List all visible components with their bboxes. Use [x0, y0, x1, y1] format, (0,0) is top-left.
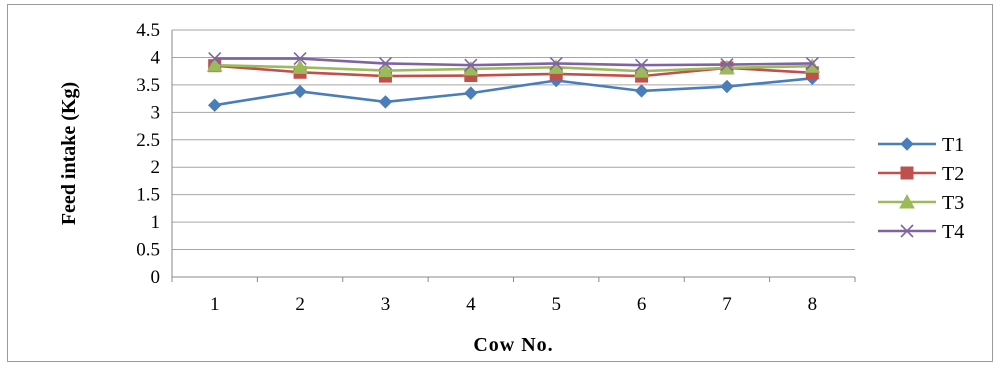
series-line — [214, 57, 813, 67]
data-point — [293, 51, 307, 66]
data-point — [377, 62, 394, 78]
x-axis-title: Cow No. — [473, 334, 553, 356]
x-tick-label: 2 — [295, 294, 305, 315]
marker-stroke — [208, 51, 222, 66]
y-tick-label: 0.5 — [136, 240, 160, 261]
legend-label: T4 — [942, 221, 964, 243]
legend-marker — [900, 137, 914, 151]
gridlines — [172, 29, 855, 251]
y-tick-label: 3.5 — [136, 75, 160, 96]
x-axis-ticks: 1 2 3 4 5 6 7 8 — [171, 277, 856, 315]
marker-stroke — [805, 56, 819, 71]
x-tick-label: 7 — [722, 294, 732, 315]
data-point — [805, 56, 819, 71]
data-point — [804, 58, 821, 73]
data-point — [206, 57, 223, 72]
series-group — [206, 51, 821, 112]
data-point — [207, 98, 222, 112]
x-tick-label: 5 — [551, 294, 561, 315]
data-point — [720, 58, 734, 72]
legend-item-t2: T2 — [878, 163, 964, 185]
legend-label: T3 — [942, 192, 964, 214]
legend-item-t4: T4 — [878, 221, 964, 243]
data-point — [208, 51, 222, 66]
y-tick-label: 4 — [151, 47, 161, 68]
x-tick-label: 3 — [381, 294, 391, 315]
data-point — [634, 58, 649, 72]
data-point — [633, 63, 650, 78]
data-point — [293, 84, 307, 99]
x-tick-label: 1 — [210, 294, 220, 315]
data-point — [720, 79, 734, 94]
data-point — [464, 86, 478, 100]
data-point — [292, 59, 308, 74]
y-axis-ticks: 0 0.5 1 1.5 2 2.5 3 3.5 4 4.5 — [136, 20, 160, 288]
y-tick-label: 4.5 — [136, 20, 160, 41]
x-tick-label: 6 — [637, 294, 647, 315]
y-axis-title: Feed intake (Kg) — [58, 82, 80, 225]
y-tick-label: 1.5 — [136, 185, 160, 206]
data-point — [464, 58, 478, 72]
y-tick-label: 3 — [151, 102, 161, 123]
y-tick-label: 2 — [151, 157, 161, 178]
legend-item-t3: T3 — [878, 192, 964, 214]
legend-marker — [900, 224, 914, 238]
data-point — [378, 95, 393, 109]
marker-stroke — [293, 51, 307, 66]
legend-item-t1: T1 — [878, 134, 964, 156]
y-tick-label: 0 — [151, 267, 161, 288]
marker-stroke — [378, 56, 393, 71]
legend: T1 T2 T3 T4 — [878, 134, 964, 243]
marker-stroke — [900, 224, 914, 238]
y-tick-label: 2.5 — [136, 130, 160, 151]
x-tick-label: 4 — [466, 294, 476, 315]
legend-marker — [900, 166, 914, 180]
marker-stroke — [464, 58, 478, 72]
series-line — [214, 77, 813, 107]
marker-stroke — [720, 58, 734, 72]
series-t3 — [206, 57, 821, 78]
legend-label: T1 — [942, 134, 964, 156]
legend-label: T2 — [942, 163, 964, 185]
data-point — [549, 56, 563, 71]
legend-marker — [899, 193, 915, 209]
data-point — [634, 84, 649, 98]
x-tick-label: 8 — [808, 294, 818, 315]
series-t4 — [208, 51, 819, 72]
y-tick-label: 1 — [151, 212, 161, 233]
series-line — [214, 63, 813, 73]
data-point — [378, 56, 393, 71]
marker-stroke — [634, 58, 649, 72]
marker-stroke — [549, 56, 563, 71]
